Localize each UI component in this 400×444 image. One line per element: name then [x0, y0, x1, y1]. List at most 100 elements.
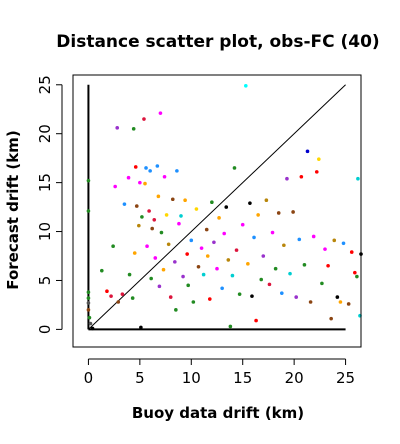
y-axis: 0 5 10 15 20 25 [36, 75, 63, 334]
data-point [349, 250, 354, 254]
data-point [201, 272, 206, 277]
data-point [134, 204, 139, 208]
data-point [116, 300, 121, 304]
data-point [212, 240, 216, 245]
data-point [153, 256, 158, 260]
data-point [162, 174, 167, 179]
data-point [311, 234, 316, 239]
data-point [181, 274, 185, 279]
data-point [161, 267, 166, 272]
data-point [100, 268, 104, 273]
x-axis: 0 5 10 15 20 25 [84, 358, 355, 387]
data-point [237, 292, 242, 296]
data-point [220, 286, 224, 291]
data-point [120, 292, 125, 296]
data-point [323, 247, 327, 251]
x-tick-label: 15 [233, 369, 252, 387]
data-point [88, 321, 93, 326]
data-point [210, 200, 214, 204]
data-point [126, 175, 131, 180]
data-point [314, 170, 319, 174]
data-point [164, 213, 169, 217]
data-point [191, 300, 196, 304]
data-point [302, 263, 307, 267]
data-point [150, 226, 154, 231]
data-point [261, 254, 266, 258]
data-point [183, 198, 187, 203]
data-point [294, 295, 299, 299]
x-tick-label: 10 [182, 369, 201, 387]
chart-title: Distance scatter plot, obs-FC (40) [56, 32, 379, 52]
data-point [230, 273, 235, 278]
data-point [355, 274, 359, 279]
y-tick-label: 25 [36, 75, 54, 94]
data-point [285, 176, 289, 181]
data-point [244, 83, 248, 88]
data-point [259, 277, 264, 282]
data-point [152, 218, 157, 222]
data-point [234, 248, 239, 252]
data-point [264, 198, 269, 203]
data-point [156, 194, 161, 199]
y-axis-label: Forecast drift (km) [4, 130, 22, 289]
x-tick-label: 25 [336, 369, 355, 387]
data-point [338, 300, 343, 304]
data-point [173, 260, 177, 264]
data-point [299, 174, 304, 179]
y-tick-label: 10 [36, 222, 54, 241]
data-point [148, 169, 152, 173]
data-point [86, 178, 91, 183]
data-point [86, 290, 91, 295]
x-tick-label: 0 [84, 369, 94, 387]
data-point [288, 271, 292, 276]
data-point [280, 291, 284, 295]
data-point [317, 157, 321, 161]
data-point [86, 209, 91, 213]
y-tick-label: 15 [36, 173, 54, 192]
data-point [138, 180, 142, 185]
data-point [168, 295, 173, 299]
data-point [226, 258, 231, 262]
data-point [159, 230, 164, 235]
data-point [335, 295, 340, 299]
data-point [246, 262, 250, 266]
data-point [204, 227, 209, 232]
data-point [205, 254, 210, 258]
data-point [222, 231, 226, 236]
data-point [254, 318, 258, 323]
data-point [194, 207, 199, 211]
data-point [177, 221, 181, 226]
plot-frame [72, 74, 362, 348]
data-point [131, 127, 136, 131]
data-point [273, 266, 278, 271]
data-point [267, 282, 272, 287]
data-point [155, 164, 160, 168]
data-point [196, 264, 201, 269]
data-point [143, 181, 147, 186]
reference-lines [87, 84, 346, 331]
data-point [297, 237, 302, 242]
data-point [215, 266, 219, 271]
data-point [326, 263, 330, 268]
x-axis-label: Buoy data drift (km) [132, 404, 304, 422]
data-point [170, 197, 175, 202]
data-point [305, 149, 310, 154]
x-tick-label: 20 [285, 369, 304, 387]
data-point [122, 202, 127, 206]
data-point [224, 205, 229, 209]
y-tick-label: 5 [36, 276, 54, 286]
data-point [149, 276, 153, 281]
data-point [175, 169, 179, 173]
data-point [109, 294, 113, 298]
data-point [179, 214, 183, 218]
data-point [270, 230, 275, 235]
data-point [329, 316, 333, 321]
data-point [144, 166, 148, 170]
data-point [115, 126, 120, 130]
data-point [90, 326, 95, 331]
data-point [105, 289, 109, 294]
data-point [113, 184, 117, 189]
data-point [185, 252, 189, 256]
data-point [137, 223, 141, 228]
